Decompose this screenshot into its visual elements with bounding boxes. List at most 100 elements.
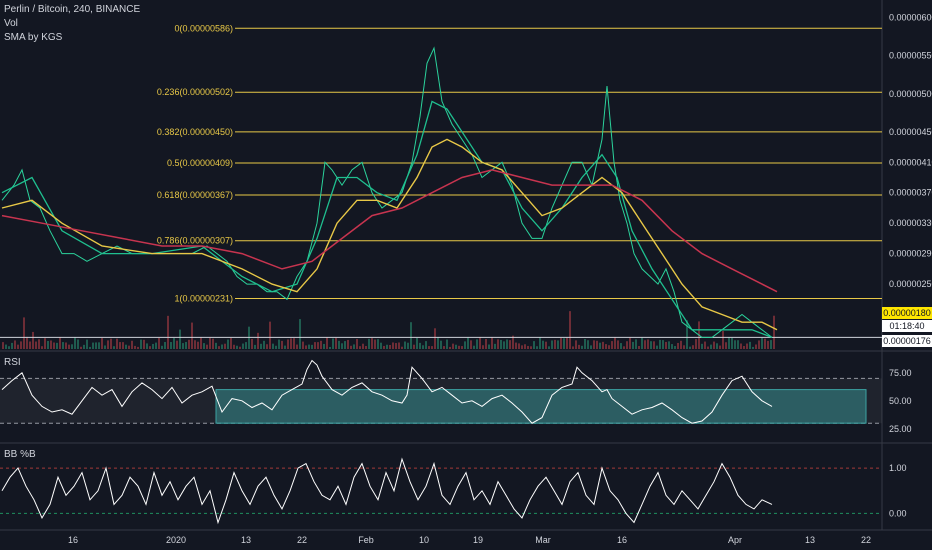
volume-bar [443,346,445,349]
volume-bar [272,343,274,349]
rsi-label: RSI [4,357,21,368]
volume-bar [185,341,187,349]
volume-bar [452,343,454,349]
volume-bar [266,344,268,349]
volume-bar [725,342,727,349]
volume-bar [407,342,409,349]
volume-bar [479,337,481,349]
volume-bar [476,339,478,349]
volume-bar [119,342,121,349]
volume-bar [140,339,142,349]
volume-bar [206,344,208,349]
bb-tick-label: 0.00 [889,508,907,518]
volume-bar [56,342,58,349]
volume-bar [302,341,304,349]
volume-bar [428,346,430,349]
volume-bar [350,345,352,349]
time-tick-label: 22 [297,535,307,545]
time-tick-label: 22 [861,535,871,545]
volume-bar [230,337,232,349]
volume-bar [737,340,739,349]
volume-bar [278,339,280,349]
volume-bar [362,343,364,349]
chart-title: Perlin / Bitcoin, 240, BINANCE [4,4,141,15]
volume-bar [704,341,706,349]
volume-bar [5,344,7,349]
volume-bar [239,346,241,349]
volume-bar [668,341,670,349]
volume-bar [155,342,157,349]
fib-level-label: 0(0.00000586) [174,23,233,33]
volume-bar [713,341,715,349]
price-badge [882,320,932,332]
volume-bar [20,341,22,349]
volume-bar [413,344,415,349]
volume-bar [626,341,628,349]
volume-bar [515,342,517,349]
volume-bar [548,346,550,349]
time-tick-label: 13 [805,535,815,545]
time-tick-label: 19 [473,535,483,545]
rsi-tick-label: 75.00 [889,368,912,378]
volume-bar [41,346,43,349]
volume-bar [545,341,547,349]
volume-bar [746,343,748,349]
volume-bar [53,342,55,349]
price-badge [882,335,932,347]
series-bb-percent-b [1,457,773,525]
volume-bar [623,346,625,349]
volume-bar [584,338,586,349]
volume-bar [26,336,28,349]
volume-bar [254,344,256,349]
volume-bar [482,345,484,349]
volume-bar [8,346,10,349]
volume-bar [416,337,418,349]
volume-bar [182,343,184,349]
volume-bar [620,343,622,349]
volume-bar [659,339,661,349]
volume-bar [143,339,145,349]
volume-bar [527,345,529,349]
volume-bar [173,337,175,349]
volume-bar [65,342,67,349]
volume-bar [275,345,277,349]
volume-bar [161,345,163,349]
volume-bar [461,346,463,349]
volume-bar [86,339,88,349]
volume-bar [134,345,136,349]
volume-bar [743,345,745,349]
volume-bar [644,340,646,349]
volume-bar [602,341,604,349]
volume-bar [50,340,52,349]
volume-bar [554,339,556,349]
volume-bar [335,337,337,349]
series-sma-mid [1,138,778,331]
volume-bar [242,343,244,349]
volume-bar [638,346,640,349]
volume-bar [329,346,331,349]
volume-bar [467,337,469,349]
volume-bar [320,340,322,349]
volume-bar [683,345,685,349]
volume-bar [296,344,298,349]
volume-bar [158,337,160,349]
volume-bar [533,341,535,349]
volume-bar [221,344,223,349]
volume-bar [662,340,664,349]
volume-bar [104,345,106,349]
volume-bar [212,338,214,349]
volume-bar [686,320,688,349]
volume-bar [224,343,226,349]
volume-bar [524,344,526,349]
volume-bar [98,342,100,349]
volume-bar [578,344,580,349]
fib-level-label: 0.382(0.00000450) [157,127,233,137]
volume-bar [518,343,520,349]
volume-bar [218,346,220,349]
price-tick-label: 0.00000250 [889,279,932,289]
volume-bar [17,344,19,349]
volume-bar [164,342,166,349]
volume-bar [674,346,676,349]
volume-bar [374,339,376,349]
